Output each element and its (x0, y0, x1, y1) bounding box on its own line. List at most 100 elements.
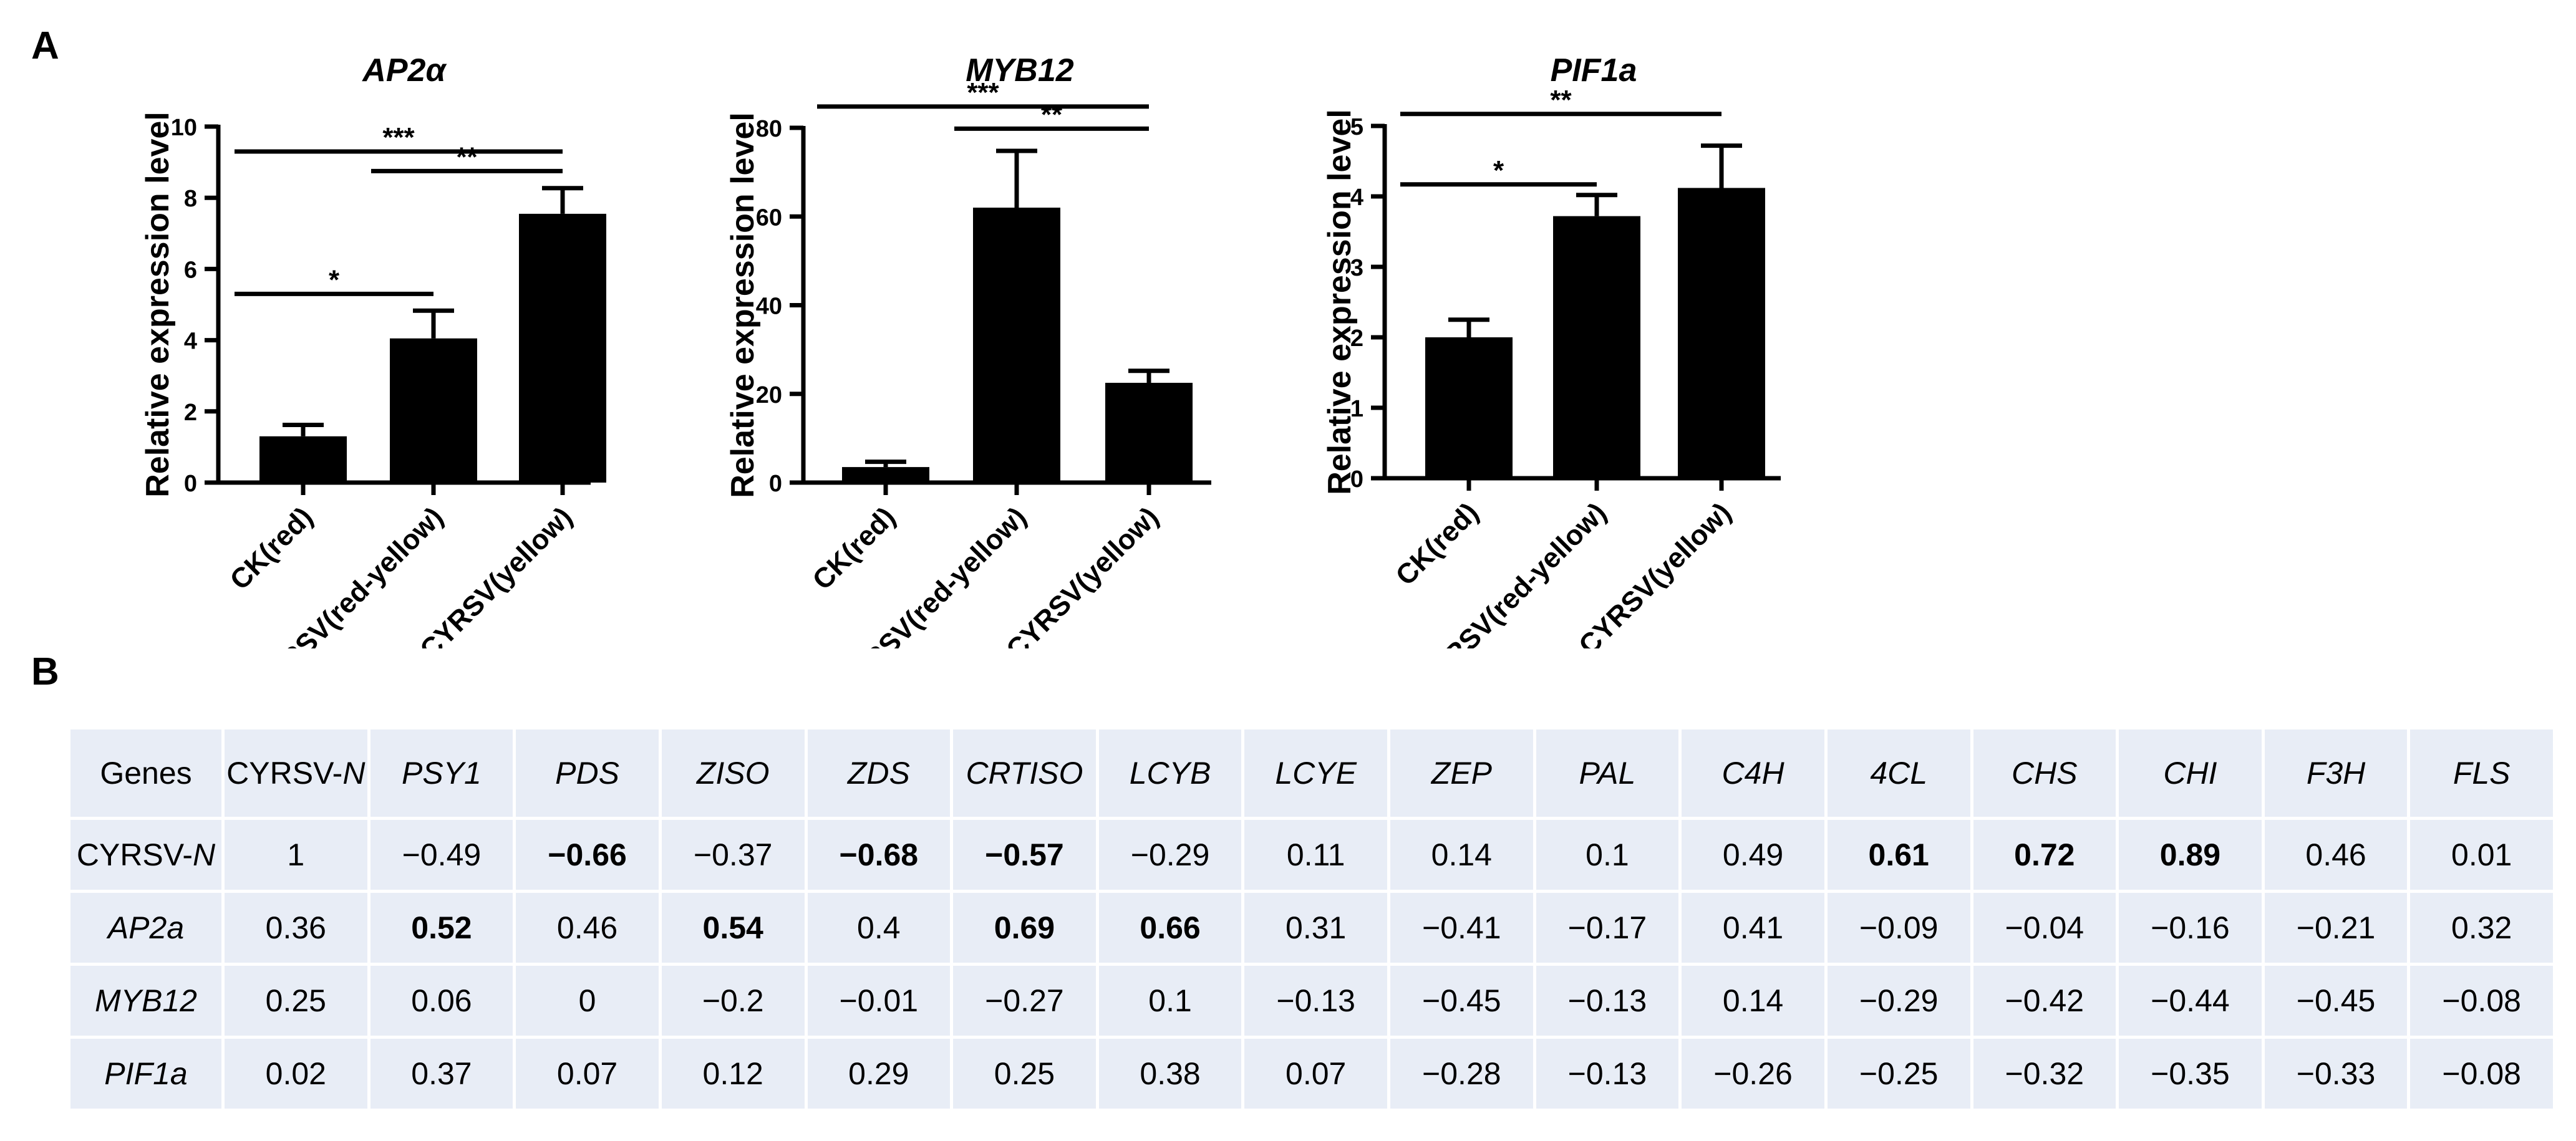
y-axis-label: Relative expression level (725, 112, 761, 498)
table-cell: −0.27 (950, 963, 1099, 1039)
table-header-row: Genes CYRSV-N PSY1 PDS ZISO ZDS CRTISO LCYB LCYE… (67, 726, 2556, 820)
table-cell: −0.45 (1387, 963, 1536, 1039)
y-tick-label: 6 (184, 257, 197, 283)
table-cell: −0.01 (804, 963, 954, 1039)
row-label: CYRSV-N (67, 817, 225, 893)
cell-text: ZISO (696, 756, 770, 791)
table-cell: 0.52 (367, 890, 516, 966)
table-cell: −0.37 (658, 817, 808, 893)
significance-label: * (329, 264, 340, 295)
bar (519, 213, 606, 483)
cell-text: ZEP (1431, 756, 1492, 791)
table-header-cell: PAL (1533, 726, 1682, 820)
table-cell: 0.72 (1970, 817, 2119, 893)
table-cell: 0.12 (658, 1036, 808, 1112)
y-tick-label: 3 (1350, 255, 1363, 281)
cell-text: PSY1 (402, 756, 482, 791)
table-cell: 1 (221, 817, 370, 893)
table-cell: −0.08 (2407, 963, 2556, 1039)
table-cell: 0.41 (1678, 890, 1828, 966)
significance-label: *** (967, 77, 999, 108)
table-cell: 0.61 (1824, 817, 1973, 893)
table-cell: −0.49 (367, 817, 516, 893)
table-cell: −0.29 (1824, 963, 1973, 1039)
bar (1425, 337, 1513, 478)
table-cell: 0 (513, 963, 662, 1039)
cell-text: PDS (555, 756, 619, 791)
panel-label-b: B (31, 650, 59, 693)
bar (973, 208, 1060, 483)
y-tick-label: 1 (1350, 396, 1363, 422)
table-header-cell: ZISO (658, 726, 808, 820)
table-cell: −0.16 (2116, 890, 2265, 966)
table-cell: −0.57 (950, 817, 1099, 893)
table-header-cell: C4H (1678, 726, 1828, 820)
table-cell: 0.11 (1241, 817, 1390, 893)
table-cell: −0.17 (1533, 890, 1682, 966)
table-cell: −0.42 (1970, 963, 2119, 1039)
table-cell: −0.29 (1095, 817, 1245, 893)
table-header-cell: Genes (67, 726, 225, 820)
significance-label: *** (382, 122, 415, 153)
table-header-cell: F3H (2261, 726, 2411, 820)
table-cell: 0.29 (804, 1036, 954, 1112)
chart-2: MYB12 Relative expression level 0 20 40 60 80 C… (725, 52, 1211, 648)
table-header-cell: PDS (513, 726, 662, 820)
table-cell: −0.44 (2116, 963, 2265, 1039)
table-cell: 0.46 (513, 890, 662, 966)
table-row: MYB12 0.25 0.06 0 −0.2 −0.01 −0.27 0.1 −0.13 −0.4… (67, 963, 2556, 1039)
table-header-cell: ZEP (1387, 726, 1536, 820)
table-row: AP2a 0.36 0.52 0.46 0.54 0.4 0.69 0.66 0.31 −0.41… (67, 890, 2556, 966)
y-axis-label: Relative expression level (140, 112, 176, 498)
table-cell: −0.2 (658, 963, 808, 1039)
cell-text: FLS (2453, 756, 2511, 791)
y-tick-label: 2 (184, 400, 197, 426)
table-header-cell: ZDS (804, 726, 954, 820)
cell-text: LCYB (1129, 756, 1211, 791)
table-cell: 0.1 (1095, 963, 1245, 1039)
bar (842, 467, 929, 483)
table-header-cell: CHI (2116, 726, 2265, 820)
panel-label-a: A (31, 24, 59, 67)
cell-text: F3H (2306, 756, 2366, 791)
y-tick-label: 20 (756, 382, 782, 408)
table-cell: 0.4 (804, 890, 954, 966)
row-label: PIF1a (67, 1036, 225, 1112)
table-cell: 0.25 (221, 963, 370, 1039)
table-cell: −0.04 (1970, 890, 2119, 966)
significance-label: * (1493, 155, 1504, 186)
table-cell: 0.49 (1678, 817, 1828, 893)
table-cell: −0.13 (1533, 963, 1682, 1039)
table-cell: −0.68 (804, 817, 954, 893)
table-header-cell: LCYB (1095, 726, 1245, 820)
cell-text: CHI (2163, 756, 2217, 791)
table-cell: 0.31 (1241, 890, 1390, 966)
table-cell: 0.14 (1387, 817, 1536, 893)
bar (259, 436, 347, 483)
table-cell: −0.13 (1533, 1036, 1682, 1112)
table-cell: 0.66 (1095, 890, 1245, 966)
y-axis-label: Relative expression level (1322, 109, 1358, 495)
cell-text-italic: N (342, 756, 366, 791)
cell-text: CYRSV- (76, 837, 193, 872)
table-cell: −0.08 (2407, 1036, 2556, 1112)
cell-text: PIF1a (104, 1056, 188, 1091)
table-cell: 0.02 (221, 1036, 370, 1112)
cell-text: PAL (1579, 756, 1636, 791)
table-header-cell: 4CL (1824, 726, 1973, 820)
table-header-cell: CRTISO (950, 726, 1099, 820)
table-row: PIF1a 0.02 0.37 0.07 0.12 0.29 0.25 0.38 0.07 −0.… (67, 1036, 2556, 1112)
table-cell: 0.01 (2407, 817, 2556, 893)
y-tick-label: 0 (184, 471, 197, 497)
row-label: MYB12 (67, 963, 225, 1039)
table-cell: −0.25 (1824, 1036, 1973, 1112)
table-cell: −0.66 (513, 817, 662, 893)
y-tick-label: 0 (1350, 466, 1363, 493)
table-cell: −0.09 (1824, 890, 1973, 966)
table-cell: −0.13 (1241, 963, 1390, 1039)
cell-text: MYB12 (95, 983, 197, 1018)
table-cell: −0.33 (2261, 1036, 2411, 1112)
cell-text: CRTISO (966, 756, 1083, 791)
table-header-cell: CYRSV-N (221, 726, 370, 820)
